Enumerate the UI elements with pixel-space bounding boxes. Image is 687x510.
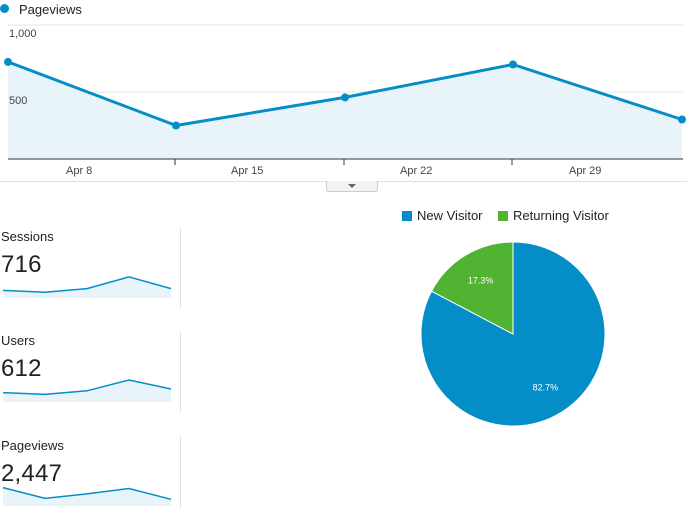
pageviews-point[interactable] xyxy=(172,121,180,130)
sparkline-area xyxy=(3,276,171,298)
y-tick-1000: 1,000 xyxy=(9,28,37,40)
returning-visitor-legend-swatch xyxy=(498,211,508,221)
pageviews-point[interactable] xyxy=(678,115,686,124)
chart-area xyxy=(8,61,682,159)
metric-divider xyxy=(180,332,181,412)
x-tick-apr-22: Apr 22 xyxy=(400,165,433,177)
main-line-chart xyxy=(4,24,686,165)
pie-slice-returning-visitor[interactable] xyxy=(430,241,514,335)
users-sparkline xyxy=(2,379,172,402)
pageviews-point[interactable] xyxy=(509,60,517,69)
y-tick-500: 500 xyxy=(9,95,28,107)
new-visitor-legend-label[interactable]: New Visitor xyxy=(417,208,483,223)
metric-label: Pageviews xyxy=(1,438,64,453)
x-tick-apr-15: Apr 15 xyxy=(231,165,264,177)
metric-divider xyxy=(180,436,181,508)
sparkline-line xyxy=(2,276,172,293)
metric-value: 612 xyxy=(1,355,42,382)
x-tick-apr-8: Apr 8 xyxy=(66,165,93,177)
pie-label-returning-visitor: 17.3% xyxy=(468,276,494,286)
x-tick-apr-29: Apr 29 xyxy=(569,165,602,177)
sparkline-area xyxy=(3,487,171,506)
metric-label: Users xyxy=(1,333,35,348)
sparkline-line xyxy=(2,379,172,396)
pageviews-legend-label[interactable]: Pageviews xyxy=(19,2,82,17)
chart-collapse-toggle[interactable] xyxy=(326,181,378,192)
chevron-down-icon xyxy=(348,184,356,188)
metric-label: Sessions xyxy=(1,229,54,244)
metric-value: 716 xyxy=(1,251,42,278)
pageviews-sparkline xyxy=(2,486,172,506)
pageviews-point[interactable] xyxy=(4,57,12,66)
returning-visitor-legend-label[interactable]: Returning Visitor xyxy=(513,208,609,223)
metric-divider xyxy=(180,228,181,308)
new-visitor-legend-swatch xyxy=(402,211,412,221)
sessions-sparkline xyxy=(2,276,172,298)
pageviews-point[interactable] xyxy=(341,93,349,102)
metric-value: 2,447 xyxy=(1,460,63,487)
visitor-pie-chart: 82.7% 17.3% xyxy=(420,241,606,427)
pie-label-new-visitor: 82.7% xyxy=(533,383,559,393)
pageviews-legend-dot xyxy=(0,4,9,13)
sparkline-line xyxy=(2,486,172,501)
